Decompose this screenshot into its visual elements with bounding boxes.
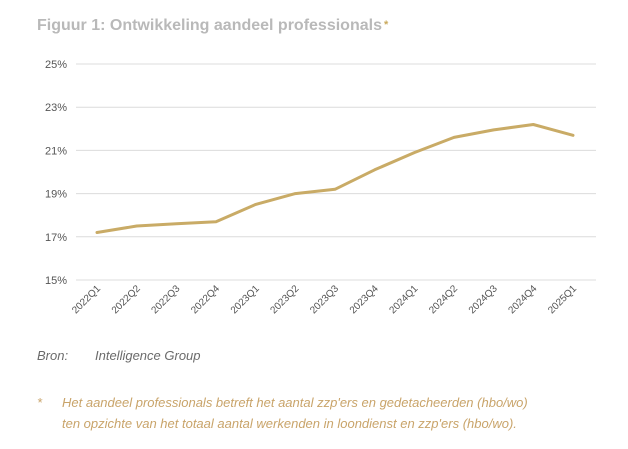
data-point: [214, 220, 218, 223]
chart-title-text: Figuur 1: Ontwikkeling aandeel professio…: [37, 17, 382, 34]
footnote-marker: *: [37, 395, 43, 410]
data-point: [452, 136, 456, 139]
y-tick-label: 19%: [45, 189, 67, 201]
x-tick-label: 2022Q1: [70, 283, 103, 316]
data-point: [571, 134, 575, 137]
y-tick-label: 17%: [45, 232, 67, 244]
x-tick-label: 2023Q1: [229, 283, 262, 316]
x-tick-label: 2024Q1: [388, 283, 421, 316]
data-point: [95, 231, 99, 234]
footnote-line-1: Het aandeel professionals betreft het aa…: [62, 395, 528, 410]
data-point: [294, 192, 297, 195]
line-chart: 15% 17% 19% 21% 23% 25% 2022Q1 2022Q2 2022Q3 2022…: [45, 59, 596, 316]
series-line-1: [95, 123, 575, 234]
x-tick-label: 2022Q2: [110, 283, 143, 316]
source-value: Intelligence Group: [95, 348, 201, 363]
y-tick-label: 25%: [45, 59, 67, 71]
x-tick-label: 2025Q1: [546, 283, 579, 316]
x-tick-label: 2023Q4: [348, 283, 381, 316]
x-tick-label: 2024Q3: [467, 283, 500, 316]
x-tick-label: 2022Q4: [189, 283, 222, 316]
x-tick-label: 2023Q2: [269, 283, 302, 316]
x-tick-label: 2022Q3: [150, 283, 183, 316]
data-point: [373, 168, 376, 172]
footnote-line-2: ten opzichte van het totaal aantal werke…: [62, 416, 517, 431]
data-point: [413, 151, 416, 154]
source-label: Bron:: [37, 348, 69, 363]
footnote-text: Het aandeel professionals betreft het aa…: [62, 392, 622, 434]
data-point: [492, 128, 495, 132]
y-tick-label: 23%: [45, 102, 67, 114]
data-point: [333, 188, 337, 191]
x-tick-label: 2024Q2: [427, 283, 460, 316]
data-point: [254, 203, 257, 206]
chart-title: Figuur 1: Ontwikkeling aandeel professio…: [37, 17, 388, 35]
x-tick-label: 2023Q3: [308, 283, 341, 316]
x-tick-label: 2024Q4: [507, 283, 540, 316]
y-tick-label: 15%: [45, 275, 67, 287]
title-footnote-marker: *: [383, 19, 389, 31]
source-line: Bron: Intelligence Group: [37, 348, 201, 363]
y-tick-label: 21%: [45, 145, 67, 157]
data-point: [532, 123, 535, 126]
data-point: [175, 222, 178, 226]
data-point: [135, 224, 138, 228]
